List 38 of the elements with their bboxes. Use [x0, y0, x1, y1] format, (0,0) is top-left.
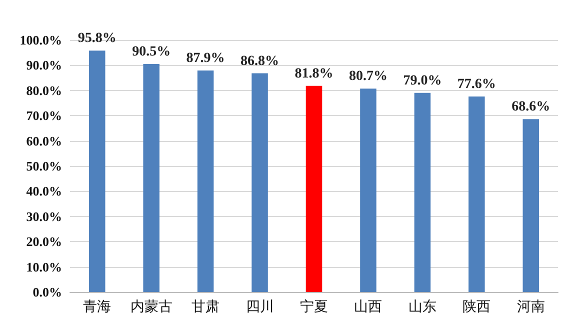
- y-tick-label: 10.0%: [26, 259, 62, 274]
- data-label: 79.0%: [403, 73, 442, 88]
- bar: [414, 92, 431, 292]
- data-label: 90.5%: [132, 44, 171, 60]
- y-tick-label: 60.0%: [26, 133, 62, 148]
- data-label: 77.6%: [457, 76, 496, 92]
- bar: [468, 96, 485, 292]
- data-label: 68.6%: [512, 100, 550, 115]
- bar: [143, 64, 160, 292]
- data-label: 81.8%: [294, 66, 334, 82]
- x-tick-label: 宁夏: [300, 299, 328, 315]
- bar: [252, 73, 268, 292]
- y-tick-label: 30.0%: [26, 208, 62, 224]
- data-label: 95.8%: [78, 31, 116, 46]
- x-tick-label: 山东: [408, 299, 436, 315]
- y-tick-label: 20.0%: [26, 234, 62, 250]
- x-tick-label: 青海: [83, 299, 112, 315]
- data-label: 80.7%: [348, 69, 388, 84]
- y-tick-label: 70.0%: [26, 108, 62, 124]
- x-tick-label: 陕西: [462, 299, 491, 315]
- data-label: 87.9%: [186, 50, 225, 66]
- x-tick-label: 山西: [354, 299, 382, 315]
- bar: [360, 88, 376, 292]
- y-tick-label: 0.0%: [32, 284, 62, 300]
- y-tick-label: 40.0%: [26, 184, 62, 199]
- y-tick-label: 50.0%: [26, 158, 62, 174]
- x-tick-label: 内蒙古: [130, 299, 172, 315]
- bar: [522, 119, 540, 292]
- x-tick-label: 河南: [516, 299, 545, 315]
- bar: [306, 86, 322, 292]
- y-tick-label: 80.0%: [26, 82, 62, 98]
- data-label: 86.8%: [240, 54, 280, 69]
- y-tick-label: 100.0%: [20, 32, 62, 48]
- bar: [88, 50, 106, 292]
- x-tick-label: 四川: [246, 299, 274, 315]
- x-tick-label: 甘肃: [192, 299, 220, 315]
- bar: [197, 70, 214, 292]
- y-tick-label: 90.0%: [26, 58, 62, 73]
